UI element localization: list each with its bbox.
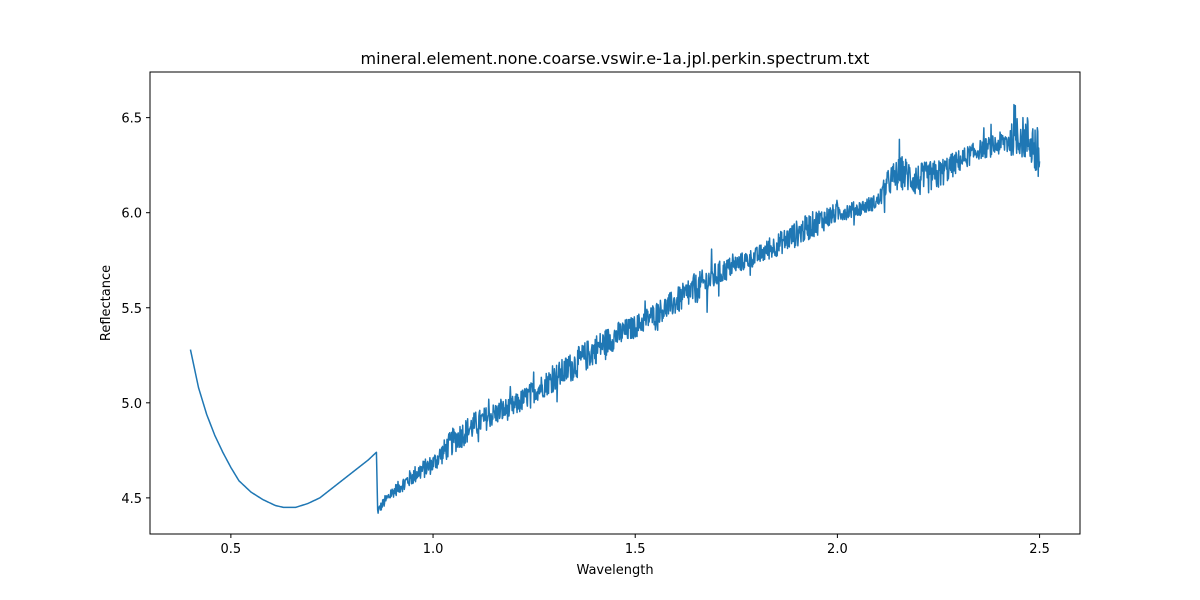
series-line bbox=[189, 103, 1041, 514]
x-tick-label: 0.5 bbox=[221, 542, 242, 557]
plot-frame bbox=[149, 71, 1081, 535]
x-axis: 0.5 1.0 1.5 2.0 2.5 bbox=[221, 534, 1050, 557]
y-tick-label: 6.5 bbox=[121, 112, 142, 127]
x-tick-label: 2.5 bbox=[1029, 542, 1050, 557]
y-tick-label: 6.0 bbox=[121, 207, 142, 222]
chart-title: mineral.element.none.coarse.vswir.e-1a.j… bbox=[361, 49, 870, 68]
y-tick-label: 5.5 bbox=[121, 302, 142, 317]
y-axis: 4.5 5.0 5.5 6.0 6.5 bbox=[121, 112, 150, 507]
y-tick-label: 4.5 bbox=[121, 492, 142, 507]
x-tick-label: 1.0 bbox=[423, 542, 444, 557]
y-tick-label: 5.0 bbox=[121, 397, 142, 412]
x-tick-label: 2.0 bbox=[827, 542, 848, 557]
x-tick-label: 1.5 bbox=[625, 542, 646, 557]
x-axis-label: Wavelength bbox=[576, 563, 653, 578]
y-axis-label: Reflectance bbox=[99, 265, 114, 341]
